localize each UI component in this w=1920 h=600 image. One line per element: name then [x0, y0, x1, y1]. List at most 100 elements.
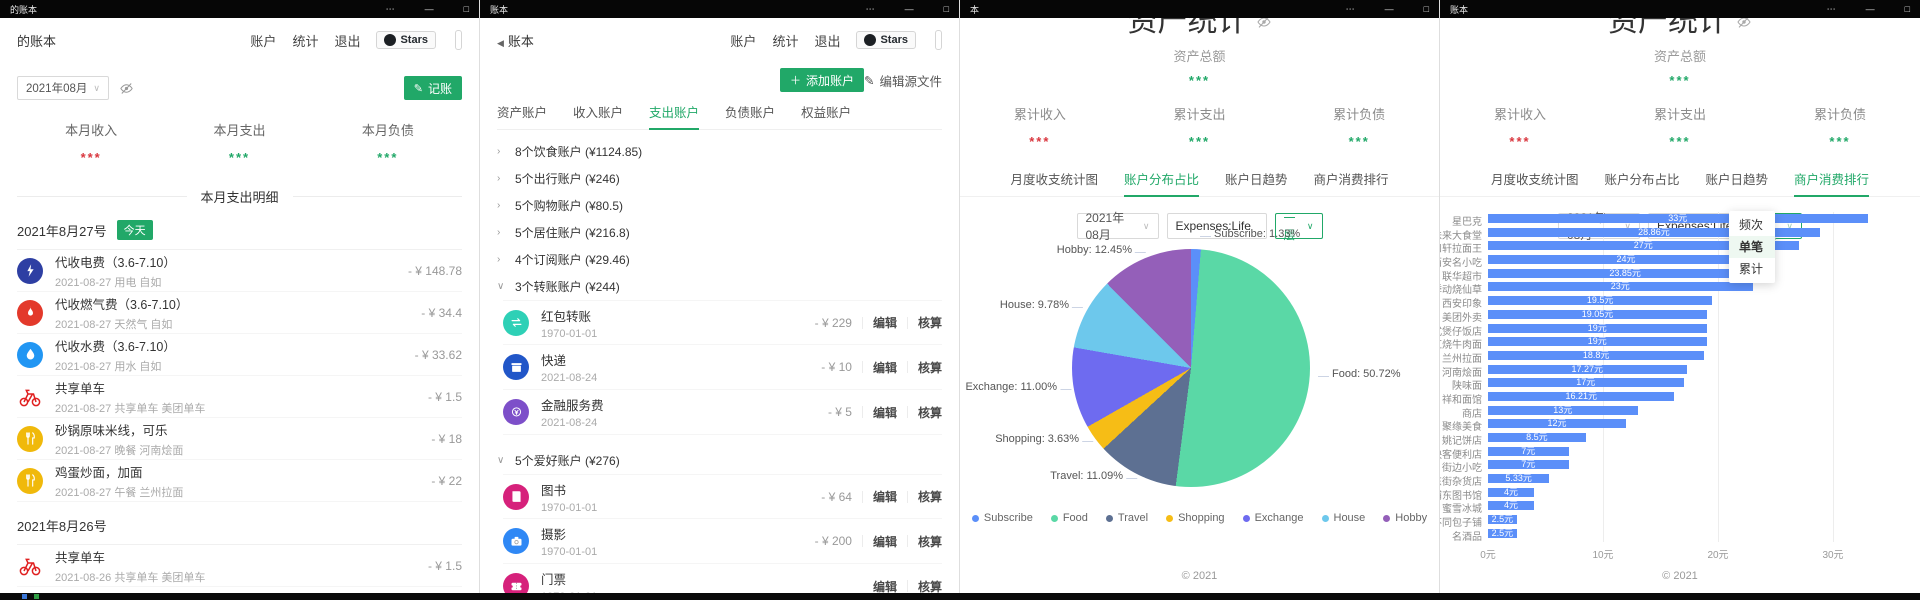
window-more-icon[interactable]: ⋯	[1826, 3, 1836, 14]
edit-account-link[interactable]: 编辑	[872, 360, 897, 375]
bar-row[interactable]: 好味来大食堂 28.86元	[1440, 226, 1920, 242]
bar-row[interactable]: 兰州拉面 18.8元	[1440, 349, 1920, 365]
bar-row[interactable]: 快客便利店 7元	[1440, 445, 1920, 461]
stats-tab[interactable]: 账户分布占比	[1123, 169, 1200, 197]
legend-item[interactable]: Subscribe	[971, 512, 1033, 524]
window-minimize-icon[interactable]: —	[904, 3, 914, 14]
legend-item[interactable]: Food	[1050, 512, 1088, 524]
stats-tab[interactable]: 账户日趋势	[1225, 173, 1288, 187]
transaction-row[interactable]: 代收燃气费（3.6-7.10） 2021-08-27 天然气 自如 - ¥ 34…	[17, 292, 462, 334]
eye-off-icon[interactable]	[119, 81, 134, 96]
pie-chart[interactable]	[1072, 249, 1310, 487]
bar-row[interactable]: 名酒品 2.5元	[1440, 527, 1920, 543]
nav-statistics[interactable]: 统计	[772, 33, 799, 49]
reconcile-account-link[interactable]: 核算	[917, 405, 942, 420]
dropdown-option[interactable]: 单笔	[1729, 236, 1775, 258]
bar-row[interactable]: 街边小吃 7元	[1440, 458, 1920, 474]
window-maximize-icon[interactable]: □	[463, 3, 469, 14]
reconcile-account-link[interactable]: 核算	[917, 316, 942, 330]
account-row[interactable]: 门票 1970-01-01 编辑 核算	[503, 564, 942, 600]
window-more-icon[interactable]: ⋯	[865, 3, 875, 14]
window-minimize-icon[interactable]: —	[1384, 3, 1394, 14]
legend-item[interactable]: Travel	[1105, 512, 1148, 524]
edit-account-link[interactable]: 编辑	[872, 490, 897, 504]
account-tab[interactable]: 收入账户	[573, 106, 624, 120]
bar-row[interactable]: 西安印象 19.5元	[1440, 294, 1920, 310]
stats-tab[interactable]: 商户消费排行	[1794, 169, 1870, 197]
bar-row[interactable]: 浦东图书馆 4元	[1440, 486, 1920, 502]
account-row[interactable]: 摄影 1970-01-01 - ¥ 200 编辑 核算	[503, 519, 942, 564]
transaction-row[interactable]: 共享单车 2021-08-26 共享单车 美团单车 - ¥ 1.5	[17, 545, 462, 587]
transaction-row[interactable]: 代收水费（3.6-7.10） 2021-08-27 用水 自如 - ¥ 33.6…	[17, 334, 462, 376]
github-stars-button[interactable]: Stars	[376, 31, 436, 49]
window-more-icon[interactable]: ⋯	[385, 3, 395, 14]
nav-accounts[interactable]: 账户	[250, 33, 277, 49]
account-tab[interactable]: 负债账户	[725, 106, 776, 120]
legend-item[interactable]: Exchange	[1242, 512, 1304, 524]
account-group-row[interactable]: ∨ 3个转账账户 (¥244)	[497, 273, 942, 300]
taskbar-icon[interactable]	[34, 594, 39, 599]
bar-row[interactable]: 姚记饼店 8.5元	[1440, 431, 1920, 447]
transaction-row[interactable]: 代收电费（3.6-7.10） 2021-08-27 用电 自如 - ¥ 148.…	[17, 250, 462, 292]
month-select[interactable]: 2021年08月∨	[17, 76, 109, 100]
legend-item[interactable]: Shopping	[1166, 512, 1225, 524]
nav-statistics[interactable]: 统计	[292, 33, 319, 49]
taskbar[interactable]	[0, 593, 1920, 600]
bar-row[interactable]: 和轩拉面王 27元	[1440, 239, 1920, 255]
transaction-row[interactable]: 砂锅原味米线，可乐 2021-08-27 晚餐 河南烩面 - ¥ 18	[17, 418, 462, 460]
bar-row[interactable]: 祥和面馆 16.21元	[1440, 390, 1920, 406]
account-tab[interactable]: 支出账户	[649, 102, 700, 130]
bar-row[interactable]: 港式煲仔饭店 19元	[1440, 322, 1920, 338]
taskbar-icon[interactable]	[22, 594, 27, 599]
account-group-row[interactable]: › 5个居住账户 (¥216.8)	[497, 219, 942, 246]
edit-account-link[interactable]: 编辑	[872, 579, 897, 594]
account-group-row[interactable]: › 4个订阅账户 (¥29.46)	[497, 246, 942, 273]
account-group-row[interactable]: ∨ 5个爱好账户 (¥276)	[497, 447, 942, 474]
bar-row[interactable]: 美团外卖 19.05元	[1440, 308, 1920, 324]
bar-row[interactable]: 悸动烧仙草 23元	[1440, 280, 1920, 296]
legend-item[interactable]: House	[1321, 512, 1365, 524]
bar-row[interactable]: 陕味面 17元	[1440, 376, 1920, 392]
account-row[interactable]: 金融服务费 2021-08-24 - ¥ 5 编辑 核算	[503, 390, 942, 435]
window-maximize-icon[interactable]: □	[1904, 3, 1910, 14]
dropdown-option[interactable]: 频次	[1739, 218, 1764, 232]
reconcile-account-link[interactable]: 核算	[917, 534, 942, 549]
stats-tab[interactable]: 账户日趋势	[1705, 173, 1769, 187]
window-minimize-icon[interactable]: —	[1865, 3, 1875, 14]
reconcile-account-link[interactable]: 核算	[917, 490, 942, 504]
window-minimize-icon[interactable]: —	[424, 3, 434, 14]
account-tab[interactable]: 资产账户	[497, 106, 548, 120]
window-more-icon[interactable]: ⋯	[1345, 3, 1355, 14]
dropdown-option[interactable]: 累计	[1739, 262, 1764, 276]
transaction-row[interactable]: 共享单车 2021-08-27 共享单车 美团单车 - ¥ 1.5	[17, 376, 462, 418]
bar-row[interactable]: 西安名小吃 24元	[1440, 253, 1920, 269]
account-group-row[interactable]: › 5个购物账户 (¥80.5)	[497, 192, 942, 219]
account-tab[interactable]: 权益账户	[801, 106, 852, 120]
nav-accounts[interactable]: 账户	[730, 33, 757, 49]
account-group-row[interactable]: › 5个出行账户 (¥246)	[497, 165, 942, 192]
edit-account-link[interactable]: 编辑	[872, 534, 897, 549]
account-row[interactable]: 图书 1970-01-01 - ¥ 64 编辑 核算	[503, 474, 942, 519]
bar-row[interactable]: 河南烩面 17.27元	[1440, 363, 1920, 379]
account-row[interactable]: 快递 2021-08-24 - ¥ 10 编辑 核算	[503, 345, 942, 390]
stats-tab[interactable]: 商户消费排行	[1313, 173, 1389, 187]
account-row[interactable]: 红包转账 1970-01-01 - ¥ 229 编辑 核算	[503, 300, 942, 345]
nav-logout[interactable]: 退出	[334, 33, 361, 49]
account-group-row[interactable]: › 8个饮食账户 (¥1124.85)	[497, 138, 942, 165]
nav-logout[interactable]: 退出	[814, 33, 841, 49]
add-account-button[interactable]: ＋添加账户	[779, 68, 864, 92]
edit-source-link[interactable]: ✎ 编辑源文件	[864, 73, 942, 89]
reconcile-account-link[interactable]: 核算	[917, 579, 942, 594]
legend-item[interactable]: Hobby	[1383, 512, 1427, 524]
github-stars-button[interactable]: Stars	[856, 31, 916, 49]
reconcile-account-link[interactable]: 核算	[917, 360, 942, 375]
window-maximize-icon[interactable]: □	[943, 3, 949, 14]
stats-tab[interactable]: 月度收支统计图	[1010, 173, 1098, 187]
window-maximize-icon[interactable]: □	[1423, 3, 1429, 14]
month-select[interactable]: 2021年08月∨	[1076, 211, 1159, 242]
bar-row[interactable]: 星巴克 33元	[1440, 212, 1920, 228]
edit-account-link[interactable]: 编辑	[872, 316, 897, 330]
record-transaction-button[interactable]: ✎ 记账	[403, 76, 462, 100]
bar-row[interactable]: 包不同包子铺 2.5元	[1440, 513, 1920, 529]
stats-tab[interactable]: 账户分布占比	[1604, 173, 1680, 187]
